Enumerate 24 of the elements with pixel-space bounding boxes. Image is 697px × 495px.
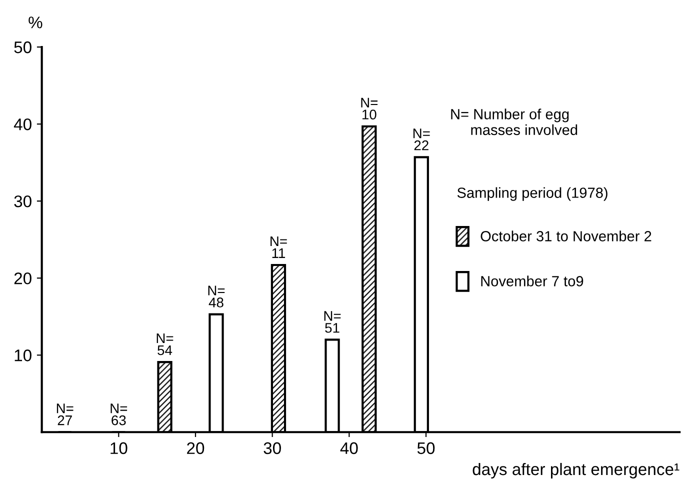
x-tick-label: 50 <box>417 442 435 454</box>
y-tick-label: 50 <box>14 41 32 54</box>
annotation: N= 63 <box>110 404 128 426</box>
annotation: N= Number of egg masses involved <box>451 108 578 136</box>
y-tick-label: 40 <box>14 118 32 130</box>
x-tick-label: 30 <box>264 442 281 454</box>
legend-label: October 31 to November 2 <box>480 230 652 242</box>
x-tick-label: 40 <box>340 442 358 454</box>
x-tick-label: 10 <box>110 442 128 454</box>
annotation: N= 10 <box>361 98 378 120</box>
annotation: N= 11 <box>270 236 287 258</box>
annotation: N= 54 <box>156 334 174 356</box>
y-tick-label: 30 <box>14 195 32 208</box>
legend-label: November 7 to9 <box>481 276 584 286</box>
y-axis-title: % <box>28 16 42 28</box>
x-axis-title: days after plant emergence¹ <box>472 462 680 478</box>
x-tick-label: 20 <box>187 442 204 454</box>
y-tick-label: 10 <box>14 350 32 362</box>
annotation: N= 51 <box>324 311 341 333</box>
y-tick-label: 20 <box>14 272 32 284</box>
annotation: N= 48 <box>208 286 225 308</box>
legend-title: Sampling period (1978) <box>457 187 608 201</box>
annotation: N= 27 <box>56 404 74 426</box>
annotation: N= 22 <box>413 128 430 150</box>
